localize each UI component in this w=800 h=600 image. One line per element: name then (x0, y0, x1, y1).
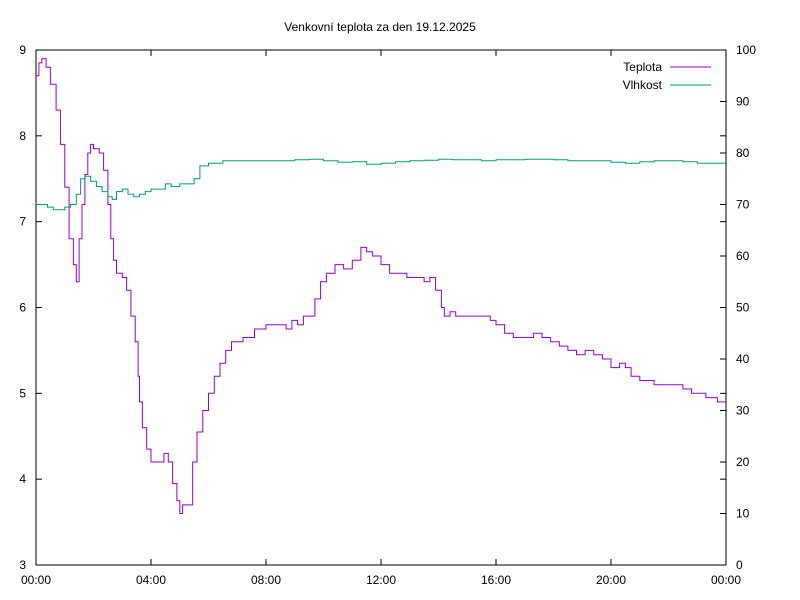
y-right-tick-label: 50 (736, 301, 750, 315)
axis-left: 3 4 5 6 7 8 9 (19, 43, 726, 572)
y-right-tick-label: 80 (736, 146, 750, 160)
y-left-tick-label: 4 (19, 472, 26, 486)
y-right-tick-label: 40 (736, 352, 750, 366)
y-left-tick-label: 7 (19, 215, 26, 229)
y-left-tick-label: 9 (19, 43, 26, 57)
y-right-tick-label: 0 (736, 558, 743, 572)
y-left-tick-label: 6 (19, 301, 26, 315)
series-line-teplota (36, 58, 726, 514)
chart-title: Venkovní teplota za den 19.12.2025 (284, 20, 476, 34)
axis-bottom: 00:00 04:00 08:00 12:00 16:00 20:00 00:00 (21, 50, 741, 587)
x-tick-label: 12:00 (366, 573, 396, 587)
y-right-tick-label: 20 (736, 455, 750, 469)
y-right-tick-label: 30 (736, 404, 750, 418)
x-tick-label: 08:00 (251, 573, 281, 587)
x-tick-label: 04:00 (136, 573, 166, 587)
y-right-tick-label: 70 (736, 198, 750, 212)
y-left-tick-label: 3 (19, 558, 26, 572)
y-left-tick-label: 5 (19, 386, 26, 400)
series-layer (36, 58, 726, 514)
x-tick-label: 16:00 (481, 573, 511, 587)
legend: Teplota Vlhkost (623, 60, 711, 92)
legend-label-vlhkost: Vlhkost (623, 78, 663, 92)
x-tick-label: 20:00 (596, 573, 626, 587)
x-tick-label: 00:00 (711, 573, 741, 587)
y-right-tick-label: 100 (736, 43, 756, 57)
series-line-vlhkost (36, 158, 726, 211)
legend-label-teplota: Teplota (623, 60, 662, 74)
y-right-tick-label: 90 (736, 95, 750, 109)
y-right-tick-label: 60 (736, 249, 750, 263)
x-tick-label: 00:00 (21, 573, 51, 587)
y-left-tick-label: 8 (19, 129, 26, 143)
y-right-tick-label: 10 (736, 507, 750, 521)
axis-right: 0 10 20 30 40 50 60 70 80 90 100 (720, 43, 756, 572)
plot-frame (35, 49, 727, 566)
